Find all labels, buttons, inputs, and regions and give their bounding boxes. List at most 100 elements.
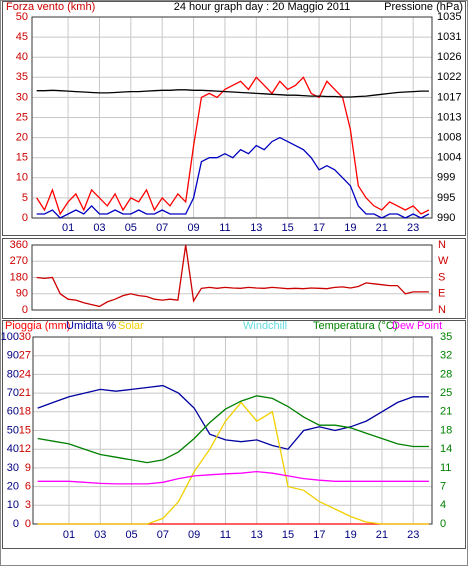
y2-tick-label: 35 (440, 331, 452, 343)
x-tick-label: 15 (282, 222, 294, 234)
x-tick-label: 07 (157, 529, 169, 541)
y3-tick-label: 18 (19, 406, 31, 418)
y-tick-label: 10 (16, 172, 28, 184)
windchill-label: Windchill (243, 320, 287, 332)
y2-tick-label: 1008 (437, 132, 461, 144)
x-tick-label: 23 (407, 529, 419, 541)
y-tick-label: 45 (16, 31, 28, 43)
y-tick-label: 90 (7, 350, 19, 362)
y2-tick-label: 25 (440, 387, 452, 399)
y-tick-label: 30 (16, 91, 28, 103)
y2-tick-label: 1031 (437, 31, 461, 43)
wind-axis-label: Forza vento (kmh) (6, 1, 95, 13)
y3-tick-label: 9 (25, 462, 31, 474)
y2-tick-label: E (438, 288, 445, 300)
y-tick-label: 5 (22, 192, 28, 204)
y-tick-label: 25 (16, 111, 28, 123)
y2-tick-label: 11 (440, 462, 451, 474)
x-tick-label: 05 (125, 222, 137, 234)
y-tick-label: 80 (7, 368, 19, 380)
y2-tick-label: 7 (440, 481, 446, 493)
chart-title: 24 hour graph day : 20 Maggio 2011 (174, 1, 351, 13)
y-tick-label: 35 (16, 71, 28, 83)
x-tick-label: 13 (251, 529, 263, 541)
x-tick-label: 21 (376, 222, 388, 234)
y-tick-label: 0 (22, 304, 28, 316)
y-tick-label: 360 (10, 239, 28, 251)
y2-tick-label: 32 (440, 350, 452, 362)
y-tick-label: 40 (7, 443, 19, 455)
y2-tick-label: 1035 (437, 11, 461, 23)
y-tick-label: 50 (7, 424, 19, 436)
x-tick-label: 01 (62, 222, 74, 234)
y-tick-label: 90 (16, 288, 28, 300)
y3-tick-label: 0 (25, 518, 31, 530)
y-tick-label: 40 (16, 51, 28, 63)
series-line (36, 76, 430, 216)
y3-tick-label: 3 (25, 499, 31, 511)
y-tick-label: 30 (7, 462, 19, 474)
legend-label: Umidita % (66, 320, 116, 332)
y2-tick-label: 1017 (437, 91, 461, 103)
plot-frame (31, 16, 433, 219)
y2-tick-label: N (438, 304, 446, 316)
y-tick-label: 0 (13, 518, 19, 530)
y-tick-label: 10 (7, 499, 19, 511)
y2-tick-label: 995 (437, 192, 455, 204)
series-line (37, 470, 429, 485)
x-tick-label: 11 (219, 222, 230, 234)
y-tick-label: 70 (7, 387, 19, 399)
y3-tick-label: 21 (19, 387, 31, 399)
y2-tick-label: 21 (440, 406, 452, 418)
x-tick-label: 01 (63, 529, 75, 541)
y-tick-label: 20 (16, 132, 28, 144)
x-tick-label: 03 (94, 529, 106, 541)
pressure-axis-label: Pressione (hPa) (384, 1, 463, 13)
legend-label: Dew Point (392, 320, 442, 332)
series-line (36, 244, 429, 308)
y3-tick-label: 6 (25, 481, 31, 493)
y2-tick-label: 4 (440, 499, 446, 511)
y-tick-label: 15 (16, 152, 28, 164)
x-tick-label: 23 (407, 222, 419, 234)
y2-tick-label: 1026 (437, 51, 461, 63)
legend-label: Pioggia (mm) (5, 320, 70, 332)
x-tick-label: 19 (345, 529, 357, 541)
series-line (36, 136, 430, 219)
x-tick-label: 09 (187, 222, 199, 234)
x-tick-label: 05 (125, 529, 137, 541)
x-tick-label: 13 (250, 222, 262, 234)
y3-tick-label: 24 (19, 368, 31, 380)
x-tick-label: 17 (313, 222, 325, 234)
y-tick-label: 60 (7, 406, 19, 418)
y-tick-label: 20 (7, 481, 19, 493)
y2-tick-label: 14 (440, 443, 452, 455)
series-line (37, 401, 429, 525)
y2-tick-label: S (438, 271, 445, 283)
panel-frame (2, 1, 466, 236)
x-tick-label: 15 (282, 529, 294, 541)
series-line (37, 395, 429, 464)
y2-tick-label: W (438, 255, 449, 267)
x-tick-label: 19 (344, 222, 356, 234)
y3-tick-label: 30 (19, 331, 31, 343)
panel-frame (2, 238, 466, 319)
y3-tick-label: 15 (19, 424, 31, 436)
y-tick-label: 100 (1, 331, 19, 343)
y3-tick-label: 12 (19, 443, 31, 455)
y2-tick-label: 1022 (437, 71, 461, 83)
y2-tick-label: 990 (437, 212, 455, 224)
y2-tick-label: 28 (440, 368, 452, 380)
x-tick-label: 09 (188, 529, 200, 541)
legend-label: Temperatura (°C) (313, 320, 397, 332)
x-tick-label: 03 (93, 222, 105, 234)
y2-tick-label: 0 (440, 518, 446, 530)
y3-tick-label: 27 (19, 350, 31, 362)
y2-tick-label: N (438, 239, 446, 251)
legend-label: Solar (118, 320, 144, 332)
series-line (36, 89, 429, 98)
x-tick-label: 11 (220, 529, 231, 541)
y-tick-label: 180 (10, 271, 28, 283)
panel-frame (2, 320, 466, 549)
